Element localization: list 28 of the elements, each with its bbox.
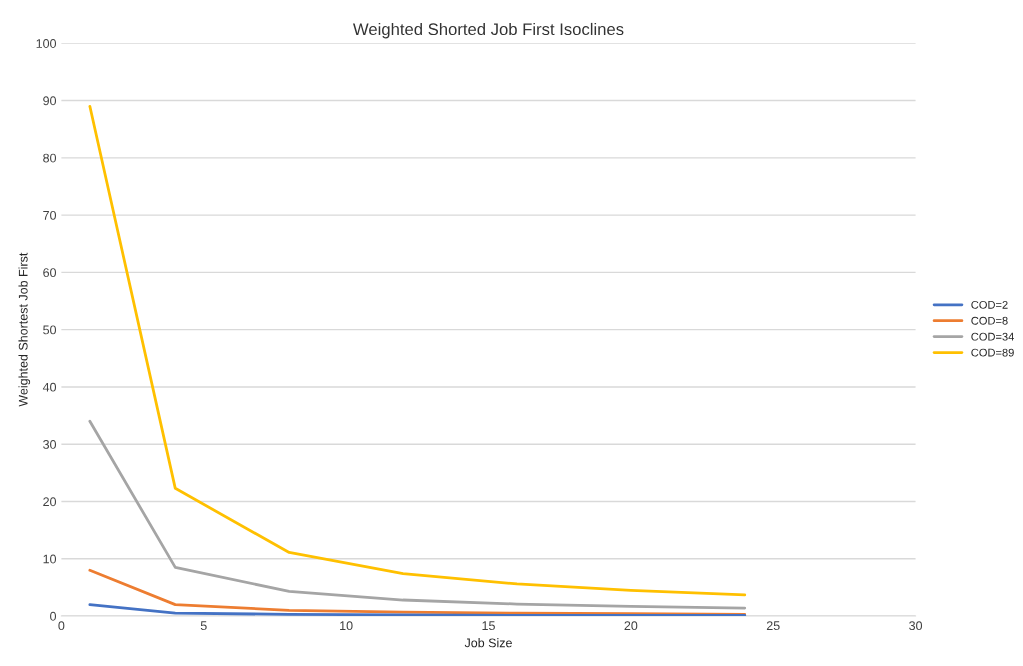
x-tick-label: 5 [200, 621, 207, 631]
y-tick-label: 100 [36, 39, 57, 48]
line-series [88, 419, 747, 610]
y-tick-label: 10 [43, 554, 57, 564]
legend-label: COD=2 [971, 300, 1008, 309]
line-series [88, 603, 747, 617]
legend-label: COD=89 [971, 348, 1014, 357]
y-tick-label: 40 [42, 382, 57, 392]
y-tick-label: 30 [43, 440, 57, 449]
y-tick-label: 20 [43, 497, 57, 507]
x-tick-label: 10 [340, 621, 353, 631]
y-axis-title: Weighted Shortest Job First [18, 252, 31, 407]
x-tick-label: 30 [909, 621, 923, 631]
x-tick-label: 25 [766, 621, 780, 631]
line-series [88, 104, 747, 597]
y-tick-label: 0 [50, 611, 57, 621]
y-tick-label: 80 [43, 153, 57, 163]
legend-label: COD=34 [971, 332, 1015, 341]
y-tick-label: 90 [43, 96, 57, 106]
chart-title: Weighted Shorted Job First Isoclines [353, 22, 624, 39]
x-axis-title: Job Size [464, 638, 512, 648]
y-tick-label: 70 [43, 210, 57, 220]
legend-label: COD=8 [971, 316, 1008, 325]
y-tick-label: 60 [43, 268, 57, 278]
x-tick-label: 0 [58, 621, 65, 631]
x-tick-label: 20 [624, 621, 638, 631]
x-tick-label: 15 [482, 621, 495, 631]
y-tick-label: 50 [43, 325, 57, 335]
